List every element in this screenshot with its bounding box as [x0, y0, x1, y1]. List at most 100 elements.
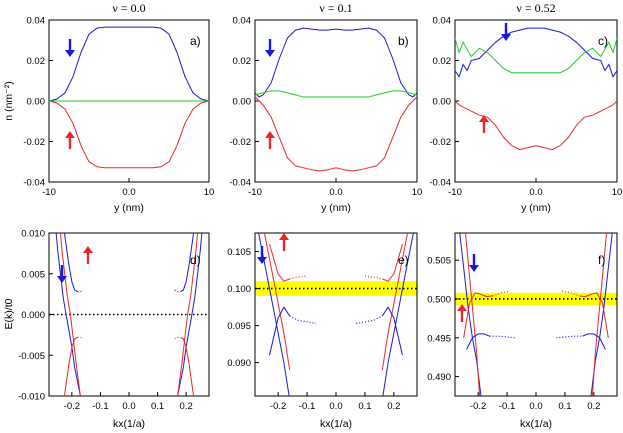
panel-e-series-3 — [381, 233, 409, 371]
panel-a-ytick-label-1: 0.02 — [27, 56, 46, 67]
panel-d-xtick-label-1: -0.1 — [92, 401, 108, 412]
panel-d-xtick-label-2: 0.0 — [122, 401, 135, 412]
panel-d-series-2 — [59, 233, 81, 396]
panel-e-series-6-dotted — [289, 315, 316, 324]
panel-e-spin-down-arrow — [257, 246, 267, 264]
panel-e-series-5-dotted — [364, 275, 383, 280]
panel-f-series-7-dotted — [556, 335, 583, 339]
panel-e-xtick-label-0: -0.2 — [270, 401, 286, 412]
panel-f-xtick-label-2: 0.0 — [529, 401, 542, 412]
panel-d: 0.010 0.005 0.000 -0.005 -0.010 -0.2 -0.1 0.0 0.… — [18, 229, 210, 412]
panel-c-series-0 — [455, 27, 617, 78]
panel-b-plot-area — [255, 27, 417, 172]
panel-d-series-5-dotted — [174, 289, 181, 293]
panel-d-label: d) — [190, 253, 201, 267]
panel-b-series-2 — [255, 90, 417, 98]
panel-c-xtick-label-0: -10 — [448, 187, 462, 198]
panel-e-xtick-label-3: 0.1 — [358, 401, 371, 412]
panel-c-ytick-label-4: -0.04 — [429, 178, 451, 189]
panel-f-series-3 — [591, 233, 608, 396]
panel-e-plot-area — [258, 233, 414, 396]
panel-e-series-6 — [269, 306, 291, 356]
panel-c-xtick-label-2: 10 — [612, 187, 623, 198]
panel-d-series-7-dotted — [174, 336, 181, 340]
panel-d-series-6-dotted — [77, 336, 84, 340]
panel-f-spin-down-arrow — [469, 254, 479, 272]
panel-d-series-4 — [63, 233, 78, 293]
panel-a-ytick-label-4: -0.04 — [23, 178, 45, 189]
panel-f-spin-up-arrow — [457, 304, 467, 322]
panel-f-xtick-label-4: 0.2 — [587, 401, 600, 412]
panel-c: 0.04 0.02 0.00 -0.02 -0.04-10 0.0 10 — [429, 16, 622, 199]
panel-f-series-6 — [466, 333, 490, 350]
panel-d-xlabel: kx(1/a) — [113, 418, 145, 430]
panel-e-series-7-dotted — [356, 315, 383, 324]
panel-e-label: e) — [398, 253, 409, 267]
panel-d-spin-up-arrow — [83, 246, 93, 264]
panel-a-xtick-label-1: 0.0 — [122, 187, 135, 198]
panel-c-series-2 — [455, 38, 617, 74]
panel-b: 0.04 0.02 0.00 -0.02 -0.04-10 0.0 10 — [229, 16, 422, 199]
panel-f-ytick-label-1: 0.500 — [427, 294, 451, 305]
panel-f-xtick-label-0: -0.2 — [470, 401, 486, 412]
panel-d-series-0 — [55, 233, 81, 396]
panel-c-xlabel: y (nm) — [521, 202, 551, 214]
panel-f-ytick-label-3: 0.490 — [427, 372, 451, 383]
panel-a-ytick-label-3: -0.02 — [23, 137, 45, 148]
panel-f-xtick-label-3: 0.1 — [558, 401, 571, 412]
panel-e-series-7 — [381, 306, 403, 356]
panel-a-series-1 — [49, 100, 209, 169]
panel-c-ytick-label-1: 0.02 — [433, 56, 452, 67]
panel-b-ytick-label-4: -0.04 — [229, 178, 251, 189]
panel-b-frame — [254, 19, 418, 183]
panel-f-series-6-dotted — [489, 335, 516, 339]
panel-e-series-4 — [269, 243, 290, 282]
panel-b-xtick-label-2: 10 — [412, 187, 423, 198]
panel-c-title: ν = 0.52 — [516, 1, 555, 15]
panel-f-plot-area — [459, 233, 613, 396]
panel-c-spin-up-arrow — [479, 115, 489, 133]
panel-f: 0.505 0.500 0.495 0.490 -0.2 -0.1 0.0 0.1 0.2 — [427, 232, 618, 412]
panel-b-xlabel: y (nm) — [321, 202, 351, 214]
panel-e-xtick-label-4: 0.2 — [387, 401, 400, 412]
panel-a-xtick-label-2: 10 — [204, 187, 215, 198]
panel-f-xlabel: kx(1/a) — [520, 418, 552, 430]
panel-f-ytick-label-2: 0.495 — [427, 333, 451, 344]
panel-d-ytick-label-2: 0.000 — [21, 310, 45, 321]
panel-b-xtick-label-1: 0.0 — [329, 187, 342, 198]
panel-e-ytick-label-3: 0.090 — [227, 358, 251, 369]
panel-f-series-4-dotted — [492, 290, 511, 297]
panel-a-ytick-label-0: 0.04 — [27, 16, 46, 27]
panel-f-label: f) — [598, 253, 605, 267]
panel-e-series-4-dotted — [289, 275, 308, 280]
panel-a-title: ν = 0.0 — [112, 1, 145, 15]
panel-e-xlabel: kx(1/a) — [320, 418, 352, 430]
panel-a-ytick-label-2: 0.00 — [27, 97, 46, 108]
panel-e: 0.105 0.100 0.095 0.090 -0.2 -0.1 0.0 0.1 0.2 — [227, 232, 418, 412]
panel-c-ytick-label-3: -0.02 — [429, 137, 451, 148]
panel-d-series-5 — [180, 233, 195, 293]
panel-f-frame — [454, 232, 618, 397]
panel-c-frame — [454, 19, 618, 183]
panel-a-series-0 — [49, 26, 209, 102]
panel-d-spin-down-arrow — [57, 265, 67, 283]
panel-c-plot-area — [455, 27, 617, 151]
panel-e-xtick-label-2: 0.0 — [329, 401, 342, 412]
panel-e-spin-up-arrow — [279, 233, 289, 251]
panel-e-series-2 — [263, 233, 291, 371]
panel-a-spin-up-arrow — [65, 131, 75, 149]
panel-c-xtick-label-1: 0.0 — [529, 187, 542, 198]
panel-a-spin-down-arrow — [65, 39, 75, 57]
panel-b-xtick-label-0: -10 — [248, 187, 262, 198]
panel-d-ylabel: E(k)/t0 — [3, 298, 15, 329]
panel-f-xtick-label-1: -0.1 — [499, 401, 515, 412]
panel-b-ytick-label-0: 0.04 — [233, 16, 252, 27]
panel-c-label: c) — [598, 34, 608, 48]
panel-a-xlabel: y (nm) — [114, 202, 144, 214]
panel-d-plot-area — [55, 233, 203, 396]
panel-c-ytick-label-2: 0.00 — [433, 97, 452, 108]
panel-d-xtick-label-0: -0.2 — [64, 401, 80, 412]
panel-a-ylabel: n (nm⁻²) — [3, 81, 15, 120]
panel-c-ytick-label-0: 0.04 — [433, 16, 452, 27]
panel-e-series-5 — [382, 243, 403, 282]
